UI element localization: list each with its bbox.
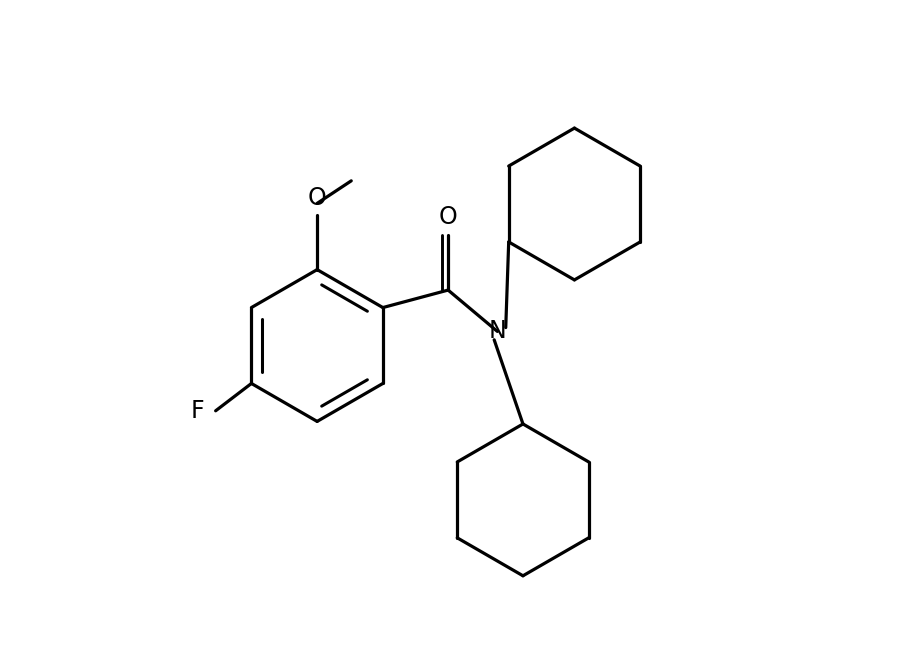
Text: O: O <box>439 205 457 229</box>
Text: F: F <box>190 399 205 422</box>
Text: O: O <box>308 185 327 209</box>
Text: N: N <box>489 319 506 344</box>
